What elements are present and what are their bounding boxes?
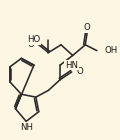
Text: NH: NH xyxy=(20,123,33,132)
Text: O: O xyxy=(27,40,34,49)
Text: OH: OH xyxy=(105,46,118,55)
Text: HO: HO xyxy=(27,35,41,45)
Text: HN: HN xyxy=(65,61,78,70)
Text: O: O xyxy=(84,23,91,32)
Text: O: O xyxy=(77,67,83,76)
